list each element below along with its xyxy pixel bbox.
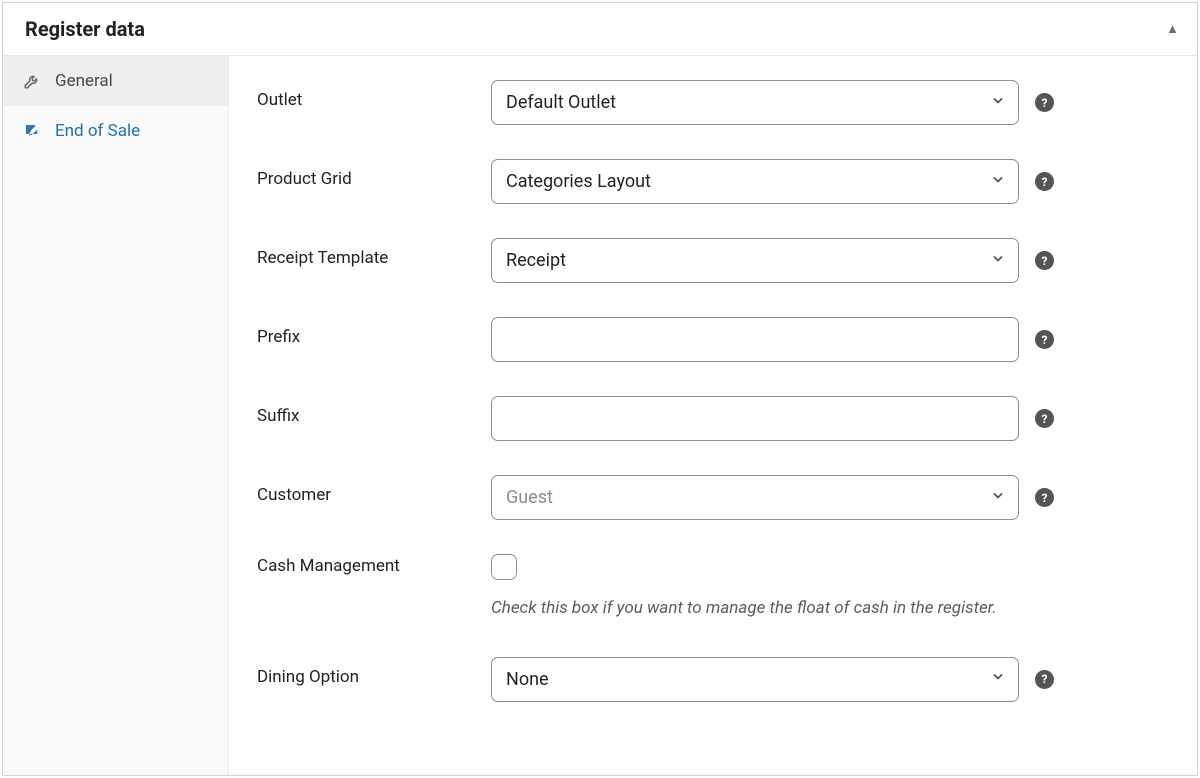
chevron-down-icon [990, 669, 1006, 690]
tab-general[interactable]: General [3, 56, 228, 106]
help-icon-customer[interactable]: ? [1035, 488, 1054, 507]
row-cash-management: Cash Management Check this box if you wa… [257, 554, 1163, 623]
help-icon-suffix[interactable]: ? [1035, 409, 1054, 428]
help-icon-prefix[interactable]: ? [1035, 330, 1054, 349]
label-outlet: Outlet [257, 80, 491, 110]
help-icon-receipt-template[interactable]: ? [1035, 251, 1054, 270]
chevron-down-icon [990, 92, 1006, 113]
row-dining-option: Dining Option None ? [257, 657, 1163, 702]
select-product-grid[interactable]: Categories Layout [491, 159, 1019, 204]
help-icon-product-grid[interactable]: ? [1035, 172, 1054, 191]
tab-end-of-sale-label: End of Sale [55, 121, 140, 141]
chevron-down-icon [990, 250, 1006, 271]
panel-title: Register data [25, 17, 145, 41]
select-outlet-value: Default Outlet [506, 92, 616, 113]
label-receipt-template: Receipt Template [257, 238, 491, 268]
select-receipt-template[interactable]: Receipt [491, 238, 1019, 283]
select-product-grid-value: Categories Layout [506, 171, 651, 192]
hint-cash-management: Check this box if you want to manage the… [491, 594, 1081, 623]
row-product-grid: Product Grid Categories Layout ? [257, 159, 1163, 204]
select-outlet[interactable]: Default Outlet [491, 80, 1019, 125]
tab-general-label: General [55, 71, 113, 91]
select-receipt-template-value: Receipt [506, 250, 566, 271]
panel-header: Register data ▲ [3, 3, 1197, 56]
wrench-icon [23, 72, 41, 90]
label-cash-management: Cash Management [257, 554, 491, 576]
label-product-grid: Product Grid [257, 159, 491, 189]
row-suffix: Suffix ? [257, 396, 1163, 441]
row-customer: Customer Guest ? [257, 475, 1163, 520]
label-suffix: Suffix [257, 396, 491, 426]
note-edit-icon [23, 122, 41, 140]
row-outlet: Outlet Default Outlet ? [257, 80, 1163, 125]
row-prefix: Prefix ? [257, 317, 1163, 362]
chevron-down-icon [990, 171, 1006, 192]
select-customer[interactable]: Guest [491, 475, 1019, 520]
register-data-panel: Register data ▲ General End of Sale Outl… [2, 2, 1198, 776]
input-suffix[interactable] [491, 396, 1019, 441]
input-prefix[interactable] [491, 317, 1019, 362]
settings-tabs: General End of Sale [3, 56, 229, 775]
tab-end-of-sale[interactable]: End of Sale [3, 106, 228, 156]
select-dining-option[interactable]: None [491, 657, 1019, 702]
help-icon-outlet[interactable]: ? [1035, 93, 1054, 112]
label-prefix: Prefix [257, 317, 491, 347]
select-dining-option-value: None [506, 669, 549, 690]
form-content: Outlet Default Outlet ? Product Grid [229, 56, 1197, 775]
label-customer: Customer [257, 475, 491, 505]
label-dining-option: Dining Option [257, 657, 491, 687]
chevron-down-icon [990, 487, 1006, 508]
select-customer-placeholder: Guest [506, 487, 553, 508]
help-icon-dining-option[interactable]: ? [1035, 670, 1054, 689]
row-receipt-template: Receipt Template Receipt ? [257, 238, 1163, 283]
panel-body: General End of Sale Outlet Default Outle… [3, 56, 1197, 775]
checkbox-cash-management[interactable] [491, 554, 517, 580]
collapse-icon[interactable]: ▲ [1166, 21, 1179, 37]
